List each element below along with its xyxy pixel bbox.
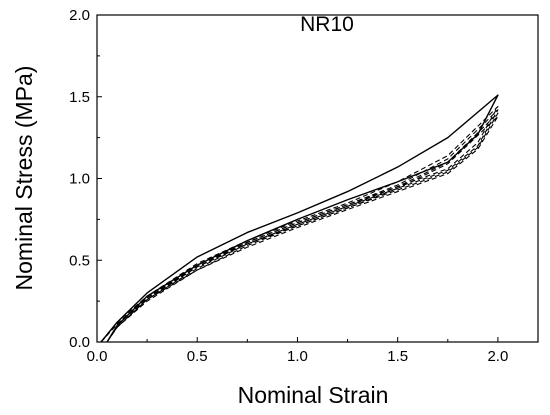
- y-tick-label: 1.0: [69, 171, 90, 188]
- chart-title: NR10: [300, 13, 354, 36]
- y-tick-label: 0.0: [69, 334, 90, 351]
- x-tick-label: 1.0: [287, 348, 308, 365]
- series-line-5: [100, 115, 499, 343]
- series-line-1: [100, 94, 499, 343]
- x-tick-label: 1.5: [387, 348, 408, 365]
- x-axis-ticks: 0.0 0.5 1.0 1.5 2.0: [87, 337, 508, 365]
- plot-frame: [96, 14, 539, 343]
- series-line-4: [100, 112, 499, 343]
- series-layer: [100, 94, 499, 343]
- x-tick-label: 2.0: [487, 348, 508, 365]
- x-tick-label: 0.5: [187, 348, 208, 365]
- y-tick-label: 0.5: [69, 252, 90, 269]
- x-tick-label: 0.0: [87, 348, 108, 365]
- y-tick-label: 2.0: [69, 7, 90, 24]
- y-axis-ticks: 0.0 0.5 1.0 1.5 2.0: [69, 7, 102, 351]
- series-line-2: [100, 106, 499, 343]
- y-axis-title: Nominal Stress (MPa): [11, 66, 37, 291]
- y-tick-label: 1.5: [69, 89, 90, 106]
- series-line-3: [100, 109, 499, 343]
- x-axis-title: Nominal Strain: [238, 382, 389, 408]
